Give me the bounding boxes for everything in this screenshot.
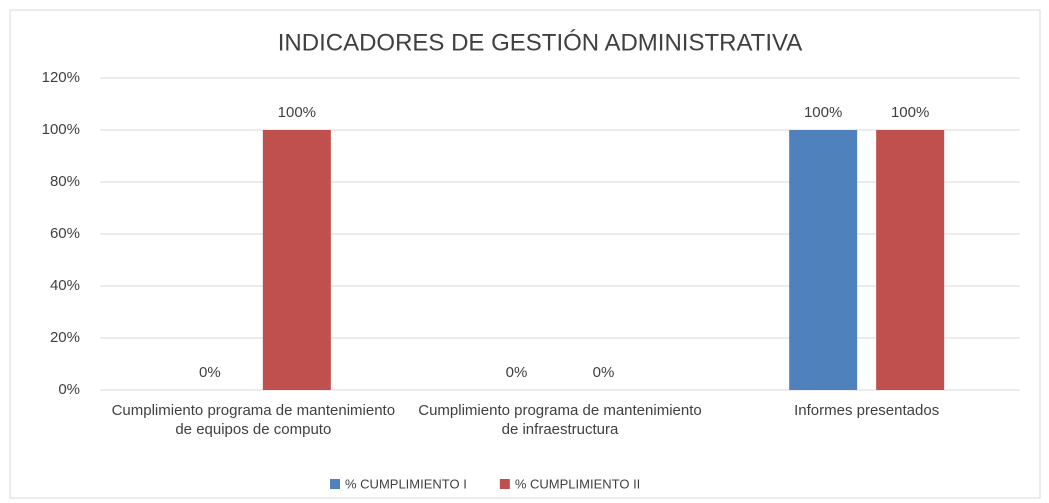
chart-title: INDICADORES DE GESTIÓN ADMINISTRATIVA [278, 29, 803, 56]
y-tick-label: 100% [42, 121, 80, 138]
value-label: 0% [593, 364, 615, 381]
y-tick-label: 120% [42, 69, 80, 86]
legend-swatch [330, 479, 340, 489]
bar [876, 130, 945, 390]
y-tick-label: 0% [58, 381, 80, 398]
legend-label: % CUMPLIMIENTO I [345, 476, 467, 491]
value-label: 100% [804, 104, 842, 121]
bar [789, 130, 858, 390]
chart-border [9, 9, 1041, 499]
y-tick-label: 60% [50, 225, 80, 242]
legend-label: % CUMPLIMIENTO II [515, 476, 640, 491]
value-label: 0% [199, 364, 221, 381]
y-tick-label: 80% [50, 173, 80, 190]
y-tick-label: 40% [50, 277, 80, 294]
legend-swatch [499, 479, 510, 489]
value-label: 100% [278, 104, 316, 121]
x-tick-label: Cumplimiento programa de mantenimiento d… [111, 402, 396, 438]
bar [262, 130, 331, 390]
value-label: 0% [506, 364, 528, 381]
x-tick-label: Cumplimiento programa de mantenimiento d… [418, 402, 702, 438]
y-tick-label: 20% [50, 329, 80, 346]
value-label: 100% [891, 104, 929, 121]
x-tick-label: Informes presentados [794, 402, 940, 419]
